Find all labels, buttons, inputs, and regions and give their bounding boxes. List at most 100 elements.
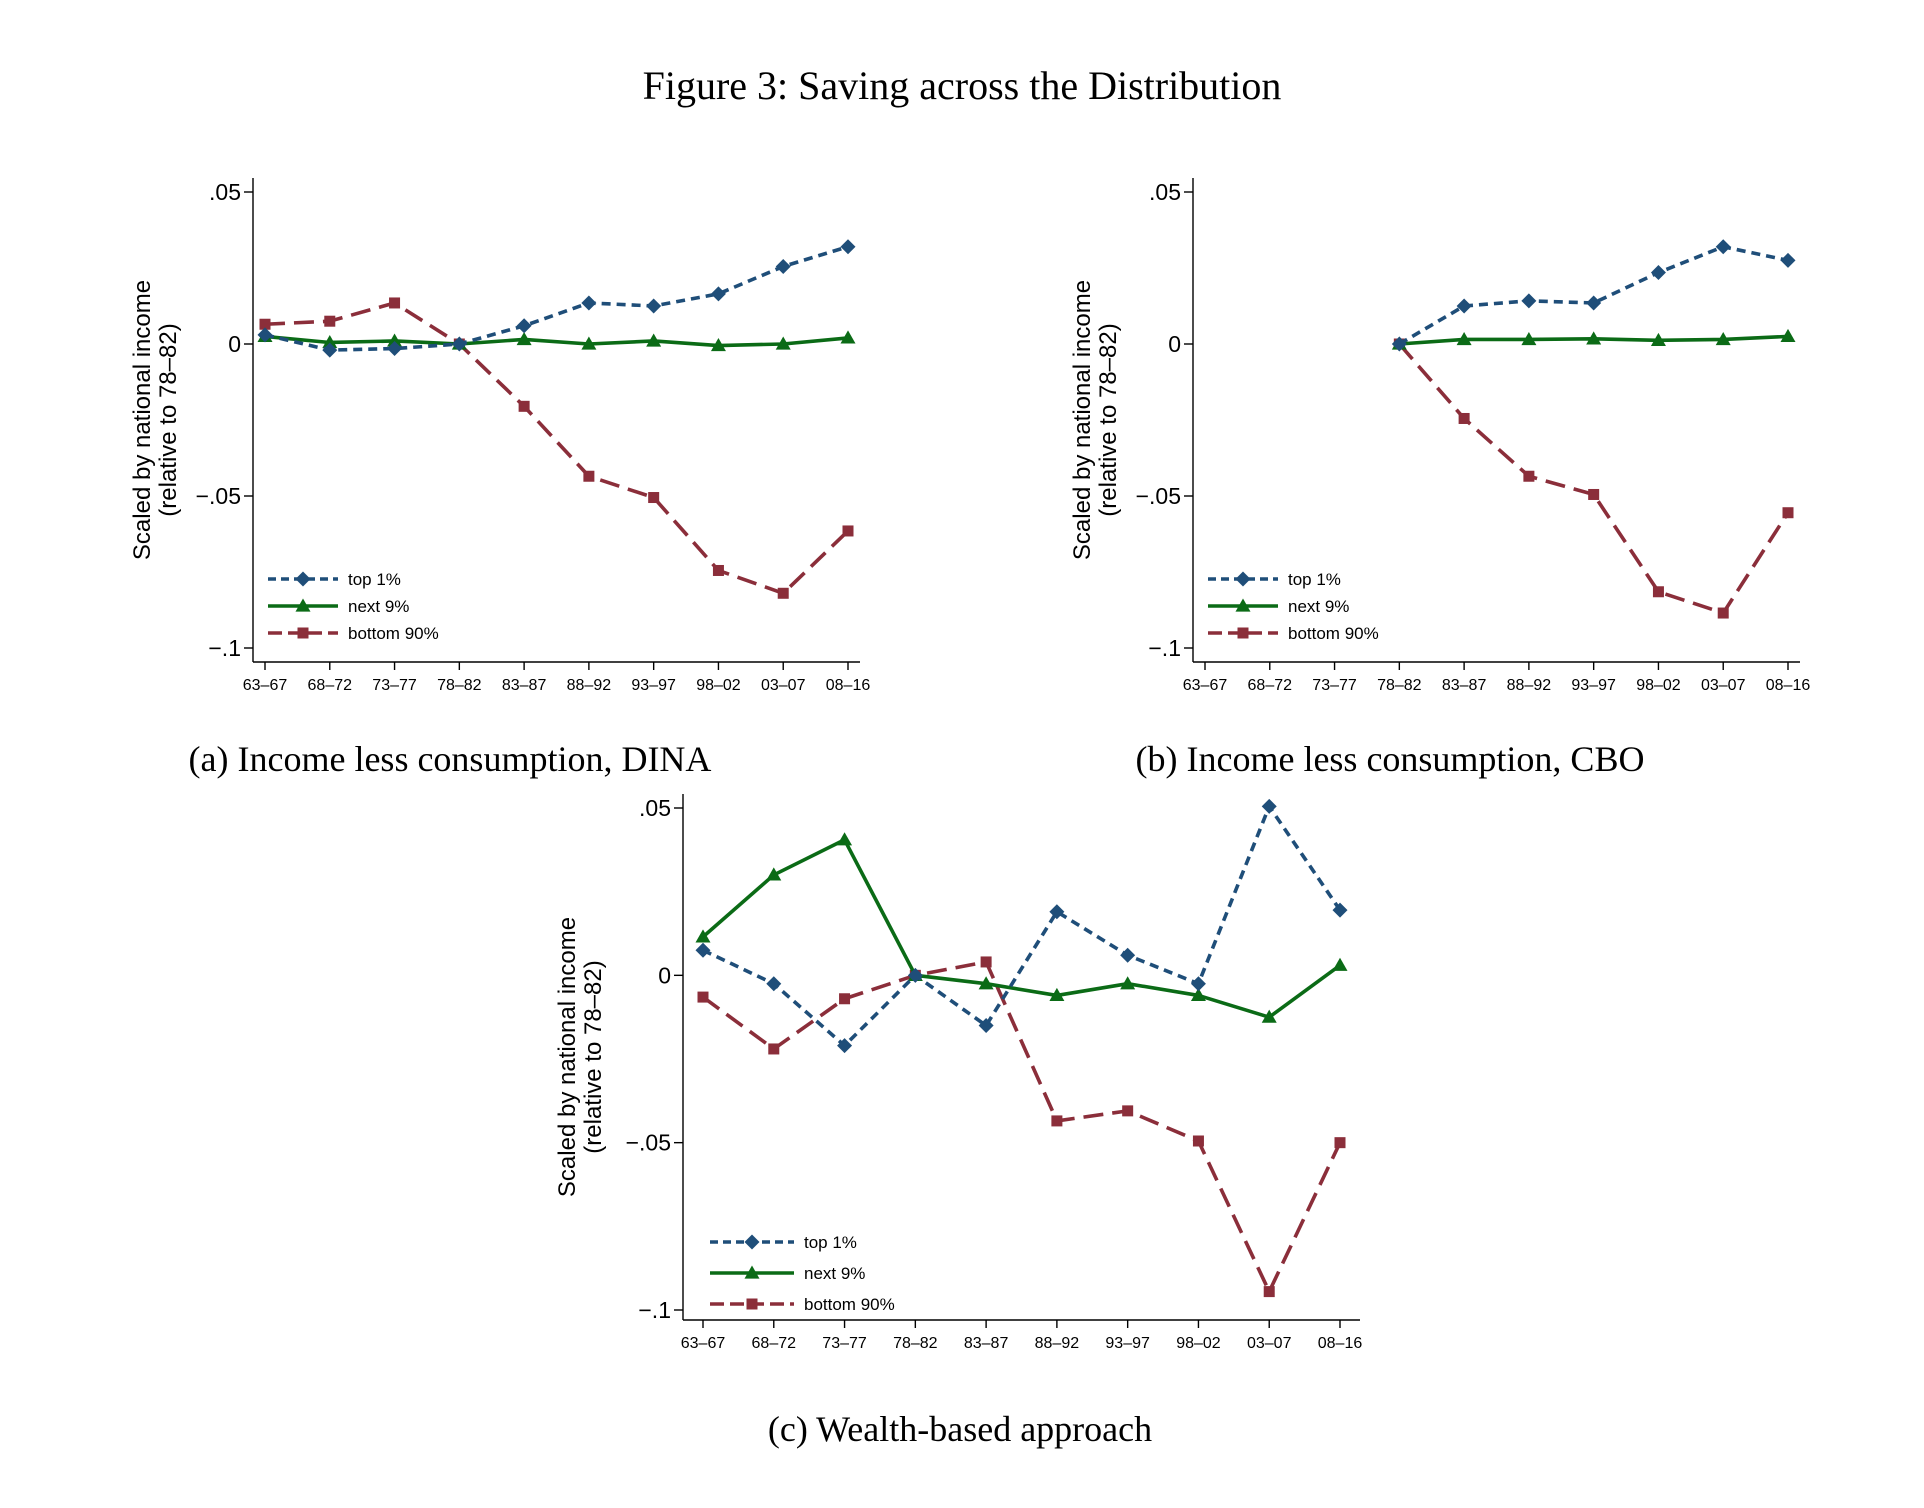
data-point bbox=[1523, 470, 1535, 482]
series-line bbox=[264, 244, 849, 352]
data-point bbox=[1190, 987, 1206, 1002]
data-point bbox=[1192, 1135, 1204, 1147]
data-point bbox=[1122, 1105, 1134, 1117]
x-tick-label: 93–97 bbox=[1105, 1335, 1150, 1352]
chart-panel-b: .05 0 −.05 −.1 63–67 68–72 73–77 78–82 83–87 88–9… bbox=[940, 150, 1840, 694]
x-tick-label: 88–92 bbox=[1507, 677, 1552, 694]
data-point bbox=[518, 400, 530, 412]
chart-svg: .05 0 −.05 −.163–67 68–72 73–77 78–82 83–87 88–9… bbox=[129, 178, 870, 694]
x-tick-label: 68–72 bbox=[308, 677, 353, 694]
data-point bbox=[259, 318, 271, 330]
x-tick-label: 88–92 bbox=[567, 677, 612, 694]
data-point bbox=[1586, 331, 1602, 345]
data-point bbox=[1782, 507, 1794, 519]
x-tick-label: 63–67 bbox=[681, 1335, 726, 1352]
x-tick-label: 88–92 bbox=[1035, 1335, 1080, 1352]
x-tick-label: 98–02 bbox=[1636, 677, 1681, 694]
data-point bbox=[1650, 265, 1666, 281]
data-point bbox=[777, 587, 789, 599]
series-line bbox=[264, 334, 849, 348]
legend-label: next 9% bbox=[804, 1264, 865, 1283]
data-point bbox=[1261, 798, 1277, 814]
y-tick-label: .05 bbox=[209, 179, 241, 205]
data-point bbox=[837, 1038, 853, 1054]
data-point bbox=[775, 336, 791, 350]
data-point bbox=[766, 867, 782, 881]
x-tick-label: 83–87 bbox=[1442, 677, 1487, 694]
data-point bbox=[583, 470, 595, 482]
series-line bbox=[701, 960, 1342, 1294]
data-point bbox=[840, 239, 856, 255]
data-point bbox=[1521, 331, 1537, 346]
data-point bbox=[710, 286, 726, 302]
data-point bbox=[766, 976, 782, 992]
legend-marker bbox=[1237, 627, 1249, 639]
data-point bbox=[648, 492, 660, 504]
legend-label: top 1% bbox=[348, 570, 401, 589]
x-tick-label: 73–77 bbox=[822, 1335, 867, 1352]
data-point bbox=[1652, 586, 1664, 598]
data-point bbox=[775, 258, 791, 274]
x-tick-label: 03–07 bbox=[1701, 677, 1746, 694]
data-point bbox=[1780, 252, 1796, 268]
data-point bbox=[1391, 336, 1407, 352]
legend-label: next 9% bbox=[348, 597, 409, 616]
data-point bbox=[1332, 957, 1348, 971]
legend-label: bottom 90% bbox=[1288, 624, 1379, 643]
series-top-1- bbox=[695, 798, 1348, 1054]
data-point bbox=[710, 338, 726, 352]
legend-marker bbox=[297, 627, 309, 639]
data-point bbox=[837, 832, 853, 846]
legend: top 1% next 9% bottom 90% bbox=[710, 1233, 895, 1314]
data-point bbox=[978, 976, 994, 990]
x-tick-label: 03–07 bbox=[1247, 1335, 1292, 1352]
series-next-9- bbox=[1391, 328, 1796, 350]
x-tick-label: 73–77 bbox=[1312, 677, 1357, 694]
data-point bbox=[581, 336, 597, 350]
data-point bbox=[387, 341, 403, 357]
legend-marker bbox=[744, 1234, 760, 1250]
data-point bbox=[1458, 412, 1470, 424]
x-tick-label: 98–02 bbox=[1176, 1335, 1221, 1352]
data-point bbox=[907, 967, 923, 983]
caption-b: (b) Income less consumption, CBO bbox=[1135, 739, 1645, 779]
data-point bbox=[695, 929, 711, 943]
data-point bbox=[646, 298, 662, 314]
x-tick-label: 83–87 bbox=[964, 1335, 1009, 1352]
data-point bbox=[840, 330, 856, 344]
x-tick-label: 83–87 bbox=[502, 677, 547, 694]
x-tick-label: 08–16 bbox=[1766, 677, 1811, 694]
series-line bbox=[264, 301, 850, 596]
x-tick-label: 73–77 bbox=[372, 677, 417, 694]
chart-svg: .05 0 −.05 −.163–67 68–72 73–77 78–82 83–87 88–9… bbox=[1069, 178, 1810, 694]
y-tick-label: −.05 bbox=[1136, 483, 1181, 509]
data-point bbox=[324, 315, 336, 327]
legend-marker bbox=[295, 598, 311, 612]
data-point bbox=[1456, 331, 1472, 346]
legend-marker bbox=[746, 1298, 758, 1310]
y-tick-label: 0 bbox=[228, 331, 241, 357]
data-point bbox=[1049, 904, 1065, 920]
x-tick-label: 68–72 bbox=[1248, 677, 1293, 694]
x-tick-label: 03–07 bbox=[761, 677, 806, 694]
data-point bbox=[516, 331, 532, 346]
data-point bbox=[1334, 1137, 1346, 1149]
data-point bbox=[1332, 902, 1348, 918]
series-next-9- bbox=[695, 832, 1348, 1023]
legend-marker bbox=[1235, 571, 1251, 587]
data-point bbox=[516, 318, 532, 334]
legend-label: next 9% bbox=[1288, 597, 1349, 616]
data-point bbox=[695, 942, 711, 958]
y-tick-label: −.1 bbox=[638, 1297, 671, 1323]
data-point bbox=[646, 333, 662, 347]
series-line bbox=[1398, 244, 1789, 346]
data-point bbox=[978, 1018, 994, 1034]
legend-marker bbox=[1235, 598, 1251, 612]
data-point bbox=[257, 327, 273, 343]
data-point bbox=[1120, 947, 1136, 963]
data-point bbox=[581, 295, 597, 311]
data-point bbox=[1190, 976, 1206, 992]
figure-title: Figure 3: Saving across the Distribution bbox=[642, 63, 1282, 108]
data-point bbox=[768, 1043, 780, 1055]
series-line bbox=[702, 804, 1342, 1048]
